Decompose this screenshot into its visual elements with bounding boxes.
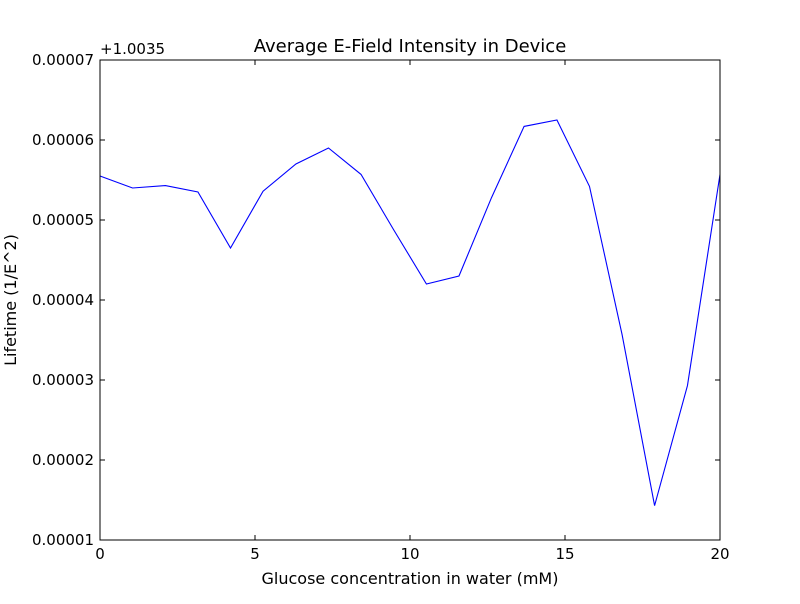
y-tick-label: 0.00006 [32,131,94,149]
y-tick-label: 0.00004 [32,291,94,309]
y-axis-label: Lifetime (1/E^2) [1,234,20,366]
x-axis-label: Glucose concentration in water (mM) [262,569,559,588]
x-tick-label: 15 [555,545,574,563]
y-tick-label: 0.00001 [32,531,94,549]
y-tick-label: 0.00005 [32,211,94,229]
y-tick-label: 0.00003 [32,371,94,389]
y-axis-offset-label: +1.0035 [100,40,165,58]
chart-title: Average E-Field Intensity in Device [254,36,567,57]
series-line [99,119,721,506]
x-tick-label: 10 [400,545,419,563]
y-tick-label: 0.00002 [32,451,94,469]
x-tick-label: 0 [95,545,105,563]
plot-frame [99,59,721,541]
series-layer [99,119,721,506]
ticks-layer: 0 5 10 15 20 0.00001 0.00002 0.00003 0.00004 0.00… [32,51,730,563]
y-tick-label: 0.00007 [32,51,94,69]
x-tick-label: 20 [710,545,729,563]
x-tick-label: 5 [250,545,260,563]
